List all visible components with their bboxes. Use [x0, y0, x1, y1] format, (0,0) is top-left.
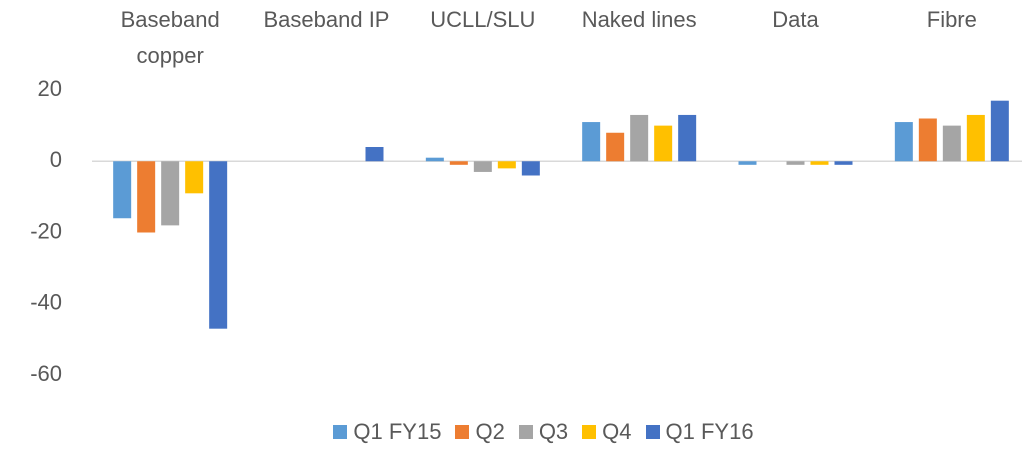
bar [185, 161, 204, 194]
legend-swatch [455, 425, 470, 439]
legend: Q1 FY15 Q2 Q3 Q4 Q1 FY16 [0, 419, 1027, 445]
legend-swatch [333, 425, 348, 439]
bar [918, 118, 937, 162]
bar [449, 161, 468, 165]
legend-swatch [645, 425, 660, 439]
bar [582, 122, 601, 162]
legend-item: Q4 [582, 419, 632, 445]
legend-swatch [582, 425, 597, 439]
bar [630, 114, 649, 162]
bar [966, 114, 985, 162]
bar [473, 161, 492, 172]
legend-label: Q1 FY15 [353, 419, 442, 444]
bar [738, 161, 757, 165]
bar [365, 147, 384, 162]
bar [894, 122, 913, 162]
legend-item: Q3 [518, 419, 569, 445]
y-tick-label: 20 [38, 76, 62, 101]
legend-swatch [518, 425, 533, 439]
y-tick-label: 0 [50, 147, 62, 172]
bar [810, 161, 829, 165]
bar [834, 161, 853, 165]
y-tick-label: -60 [30, 361, 62, 386]
category-label: UCLL/SLU [430, 7, 536, 32]
bar [497, 161, 516, 169]
legend-item: Q2 [455, 419, 505, 445]
legend-item: Q1 FY15 [333, 419, 441, 445]
y-tick-label: -40 [30, 290, 62, 315]
bar [209, 161, 228, 329]
bar [990, 100, 1009, 162]
category-label: Baseband copper [120, 7, 220, 68]
bar [786, 161, 805, 165]
category-label: Baseband IP [263, 7, 390, 32]
bar [678, 114, 697, 162]
y-tick-label: -20 [30, 218, 62, 243]
bar [113, 161, 132, 219]
legend-label: Q3 [538, 419, 569, 444]
category-label: Naked lines [581, 7, 697, 32]
bar [606, 132, 625, 162]
bar [521, 161, 540, 176]
bar [425, 157, 444, 162]
legend-label: Q2 [475, 419, 505, 444]
legend-label: Q4 [602, 419, 632, 444]
bar [137, 161, 156, 233]
bar [942, 125, 961, 162]
bar [161, 161, 180, 226]
category-label: Data [772, 7, 819, 32]
bar [654, 125, 673, 162]
category-label: Fibre [926, 7, 977, 32]
legend-label: Q1 FY16 [665, 419, 754, 444]
legend-item: Q1 FY16 [645, 419, 754, 445]
